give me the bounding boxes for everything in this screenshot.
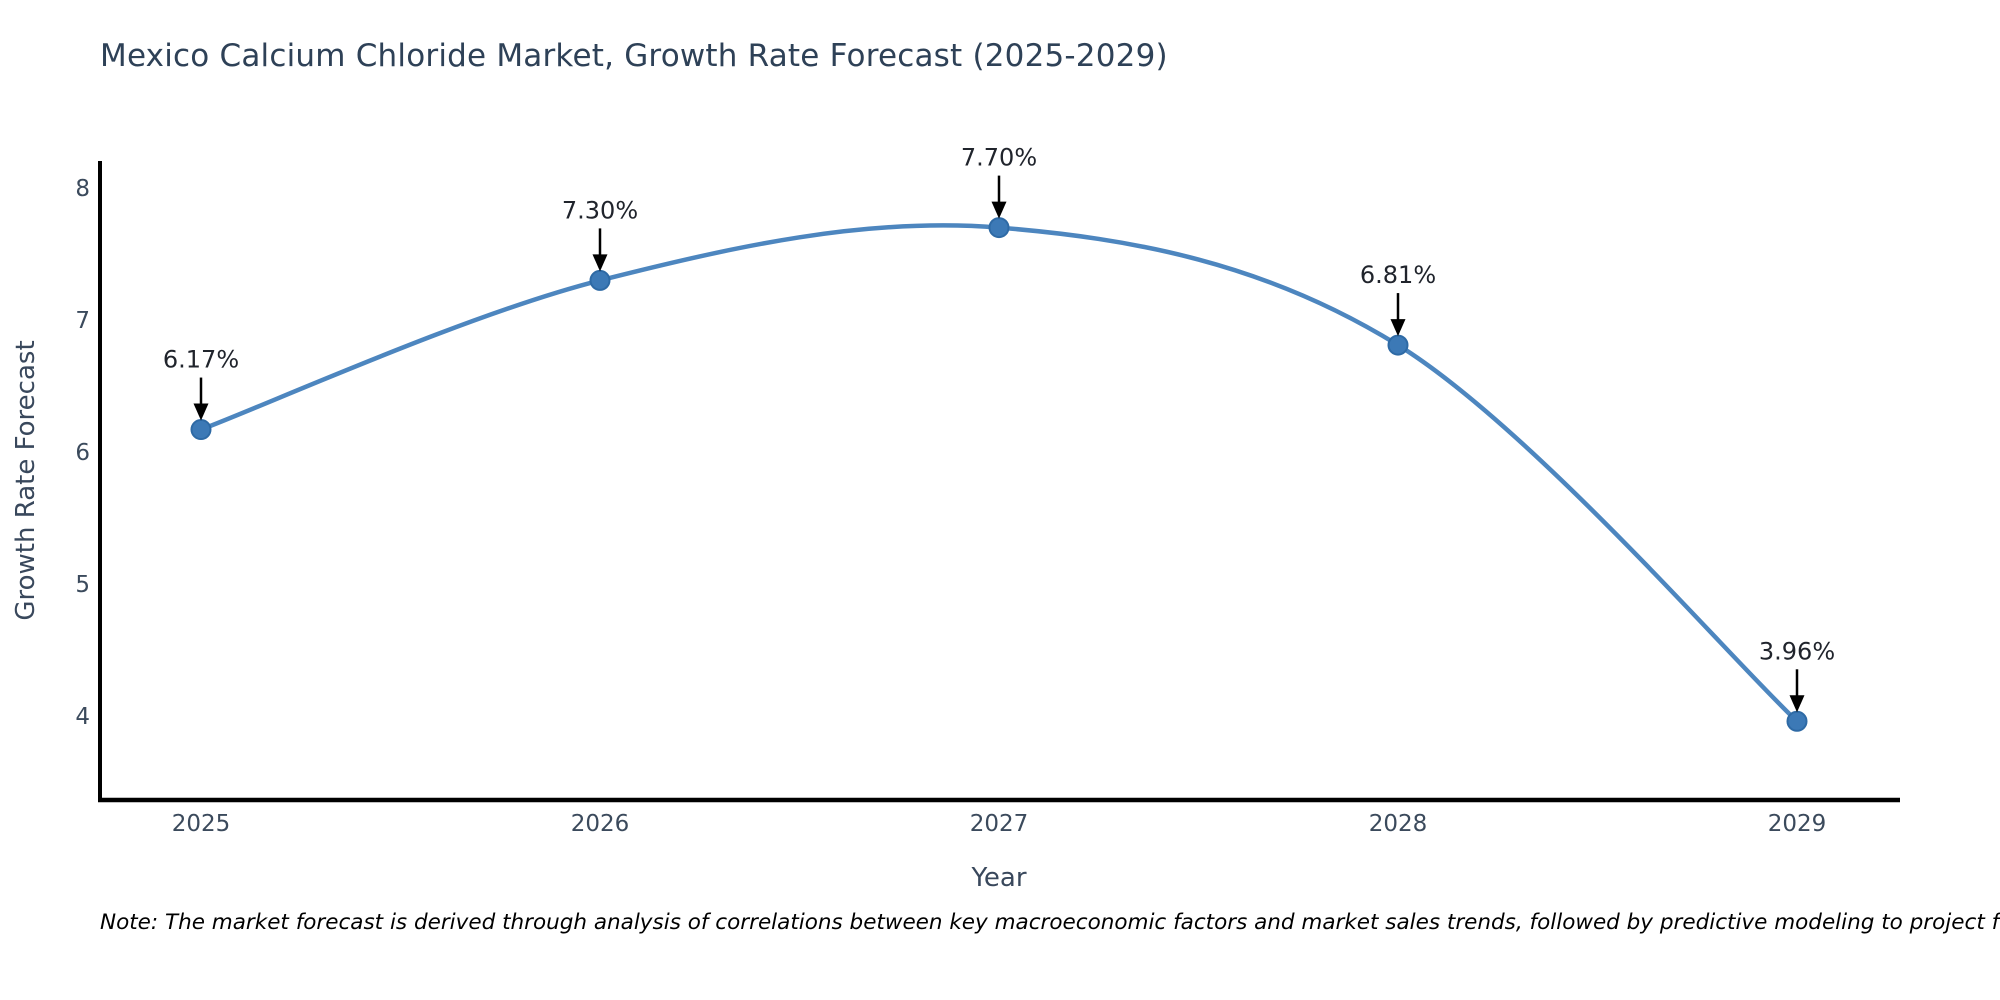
x-tick-label: 2026 — [571, 811, 630, 837]
y-tick-label: 7 — [75, 308, 90, 334]
data-point-marker — [1387, 334, 1409, 356]
data-point-value-label: 7.30% — [562, 196, 638, 224]
x-tick-label: 2025 — [172, 811, 231, 837]
data-point-value-label: 7.70% — [961, 144, 1037, 172]
x-tick-label: 2027 — [970, 811, 1029, 837]
data-point-marker — [1786, 710, 1808, 732]
data-point-marker — [988, 217, 1010, 239]
x-tick-label: 2029 — [1768, 811, 1827, 837]
x-tick-label: 2028 — [1369, 811, 1428, 837]
data-point-value-label: 6.17% — [163, 346, 239, 374]
annotation-arrow-head — [1789, 695, 1805, 713]
trend-line — [198, 223, 1800, 724]
footnote: Note: The market forecast is derived thr… — [100, 910, 2000, 935]
y-tick-label: 5 — [75, 572, 90, 598]
data-point-value-label: 3.96% — [1759, 637, 1835, 665]
data-point-marker — [190, 419, 212, 441]
data-point-marker — [589, 269, 611, 291]
y-tick-label: 4 — [75, 704, 90, 730]
data-point-value-label: 6.81% — [1360, 261, 1436, 289]
annotation-arrow-head — [193, 403, 209, 421]
x-axis-title: Year — [970, 863, 1026, 893]
y-axis-title: Growth Rate Forecast — [11, 340, 41, 620]
annotation-arrow-head — [592, 254, 608, 272]
y-tick-label: 8 — [75, 176, 90, 202]
chart-title: Mexico Calcium Chloride Market, Growth R… — [100, 38, 1168, 74]
y-tick-label: 6 — [75, 440, 90, 466]
annotation-arrow-head — [1390, 319, 1406, 337]
annotation-arrow-head — [991, 201, 1007, 219]
